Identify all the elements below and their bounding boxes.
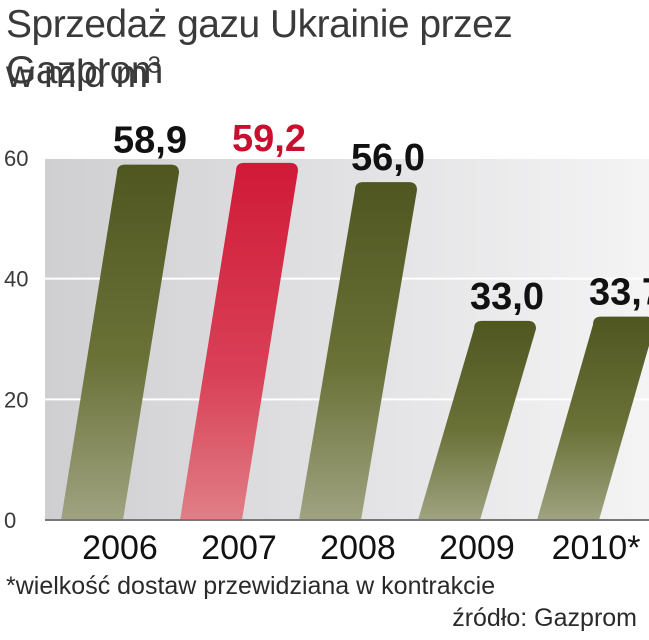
value-label: 58,9 <box>113 120 187 162</box>
chart-title: Sprzedaż gazu Ukrainie przez Gazprom <box>6 3 513 92</box>
y-tick-label: 0 <box>4 508 16 533</box>
value-label: 56,0 <box>351 137 425 179</box>
x-tick-label: 2007 <box>201 529 277 567</box>
bar <box>418 320 536 520</box>
y-tick-label: 20 <box>4 387 28 412</box>
source-note: źródło: Gazprom <box>452 604 637 632</box>
bar <box>537 316 649 520</box>
x-axis-labels: 2006 2007 2008 2009 2010* <box>82 529 640 567</box>
x-tick-label: 2006 <box>82 529 158 567</box>
value-label: 59,2 <box>232 118 306 160</box>
bar <box>61 164 179 521</box>
value-label: 33,7 <box>589 272 649 314</box>
y-tick-label: 40 <box>4 267 28 292</box>
y-axis-ticks: 0 20 40 60 <box>4 146 28 533</box>
x-tick-label: 2008 <box>320 529 396 567</box>
value-labels: 58,9 59,2 56,0 33,0 33,7 <box>113 118 649 318</box>
bars <box>61 162 649 521</box>
bar <box>299 182 417 520</box>
x-tick-label: 2009 <box>439 529 515 567</box>
chart-subtitle: w mld m3 <box>6 52 161 98</box>
subtitle-superscript: 3 <box>147 52 161 79</box>
bar <box>180 162 298 520</box>
x-tick-label: 2010* <box>552 529 641 567</box>
footnote: *wielkość dostaw przewidziana w kontrakc… <box>6 572 496 600</box>
y-tick-label: 60 <box>4 146 28 171</box>
value-label: 33,0 <box>470 276 544 318</box>
subtitle-text: w mld m <box>6 53 148 96</box>
